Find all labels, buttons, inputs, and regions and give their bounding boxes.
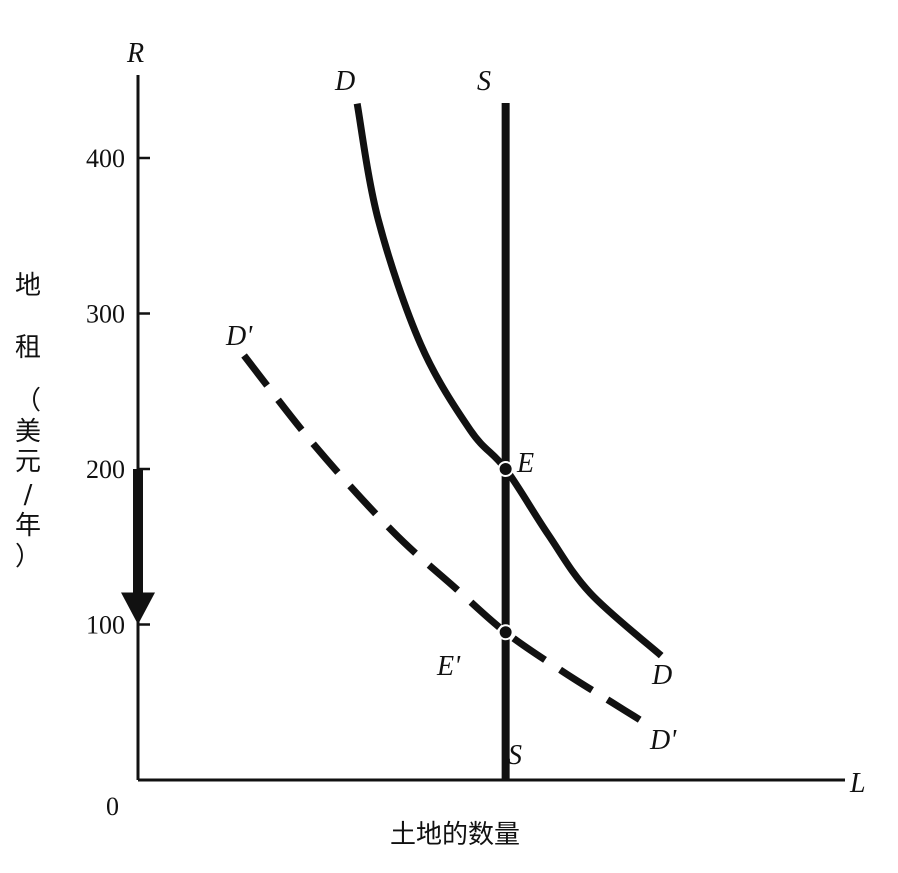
x-axis-label: 土地的数量 (390, 820, 520, 850)
curve-label-D-prime: D' (649, 725, 677, 756)
y-axis-label-char: 美 (15, 417, 41, 447)
point-label: E' (436, 651, 461, 682)
point-label: E (516, 448, 534, 479)
curve-label-D-prime: D' (225, 321, 253, 352)
x-axis-symbol: L (849, 768, 866, 799)
y-ticks: 100 200 300 400 (86, 144, 150, 640)
y-axis-symbol: R (126, 38, 144, 69)
rent-drop-arrow (121, 469, 155, 625)
demand-curve-D (353, 102, 664, 659)
point-E (497, 461, 514, 477)
curves: D D D' D' S S (225, 66, 677, 780)
origin-label: 0 (106, 792, 119, 821)
y-tick-label: 300 (86, 300, 125, 329)
arrow-head (121, 592, 155, 625)
y-tick-label: 100 (86, 611, 125, 640)
curve-label-D: D (334, 66, 355, 97)
y-tick-label: 400 (86, 144, 125, 173)
curve-label-D: D (651, 660, 672, 691)
y-axis-label-char: 年 (15, 511, 41, 541)
curve-label-S: S (477, 66, 491, 97)
y-axis-label-char: / (24, 480, 33, 510)
curve-label-S: S (508, 740, 522, 771)
point-E-prime (497, 624, 514, 641)
y-tick-label: 200 (86, 455, 125, 484)
equilibrium-points: E E' (436, 448, 534, 682)
y-axis-label-char: 地 (15, 271, 41, 301)
y-axis-label-char: ） (15, 542, 41, 572)
y-axis-label-char: 元 (15, 447, 41, 477)
y-axis-label: 地租 （美元/年） (15, 271, 41, 572)
arrow-shaft (133, 469, 143, 597)
y-axis-label-char: 租 (15, 333, 41, 363)
demand-curve-D-prime (241, 353, 656, 732)
y-axis-label-char: （ (15, 386, 41, 416)
